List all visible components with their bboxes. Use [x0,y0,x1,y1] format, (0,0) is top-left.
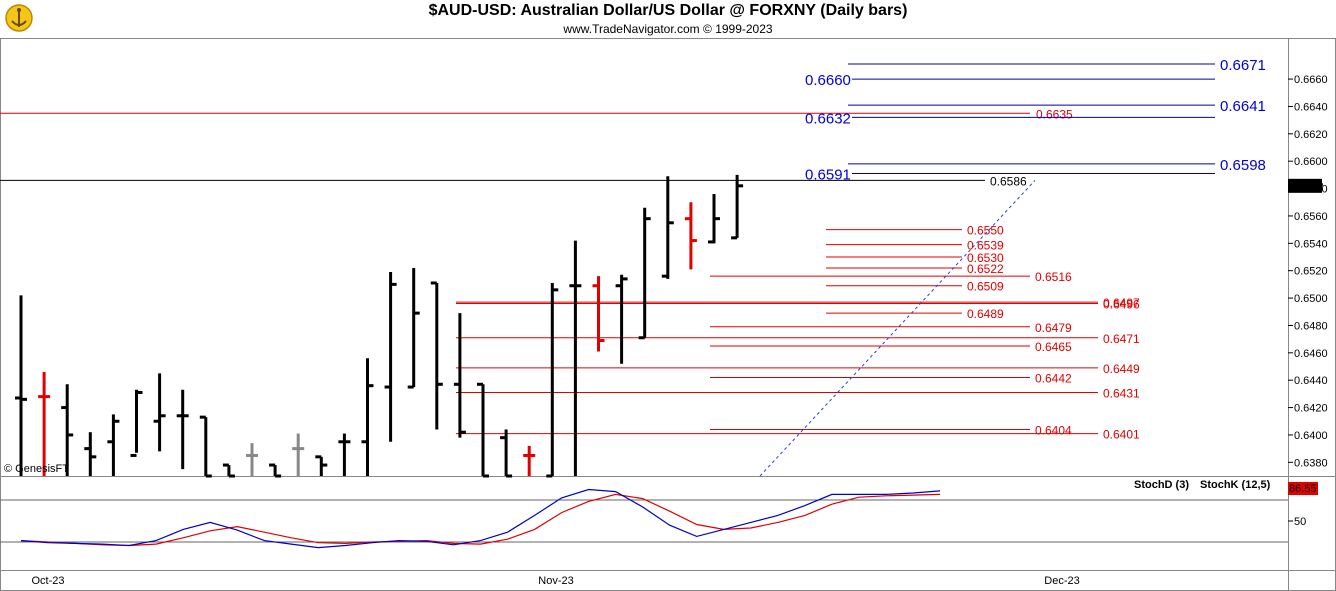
y-tick-label: 0.6500 [1294,293,1328,305]
y-tick-label: 0.6620 [1294,129,1328,141]
fib-retracement-label: 0.6516 [1035,270,1072,284]
fib-extension-label: 0.6671 [1220,57,1266,74]
chart-header: $AUD-USD: Australian Dollar/US Dollar @ … [0,0,1336,38]
y-tick-label: 0.6660 [1294,74,1328,86]
fib-retracement-label: 0.6497 [1103,296,1140,310]
fib-retracement-label: 0.6401 [1103,428,1140,442]
fib-extension-label: 0.6641 [1220,98,1266,115]
watermark-label: © GenesisFT [4,463,69,475]
y-tick-label: 0.6640 [1294,101,1328,113]
stoch-d-legend: StochD (3) [1134,479,1189,491]
fib-retracement-label: 0.6431 [1103,387,1140,401]
x-axis-label: Oct-23 [31,575,64,587]
last-price-label: 0.6582 [1290,181,1324,193]
fib-retracement-label: 0.6509 [967,280,1004,294]
y-tick-label: 0.6420 [1294,403,1328,415]
fib-retracement-label: 0.6550 [967,224,1004,238]
y-tick-label: 0.6400 [1294,430,1328,442]
fib-retracement-label: 0.6496 [1103,298,1140,312]
chart-subtitle: www.TradeNavigator.com © 1999-2023 [563,22,773,36]
y-tick-label: 0.6480 [1294,320,1328,332]
x-axis-label: Dec-23 [1044,575,1079,587]
fib-retracement-label: 0.6442 [1035,371,1072,385]
last-price-marker [1288,178,1322,193]
trade-navigator-logo-icon [4,3,34,33]
fib-retracement-label: 0.6522 [967,262,1004,276]
fib-extension-label: 0.6598 [1220,157,1266,174]
resistance-line-label: 0.6635 [1036,107,1073,121]
fib-retracement-label: 0.6539 [967,239,1004,253]
fib-extension-label: 0.6660 [805,72,851,89]
reference-line-label: 0.6586 [990,174,1027,188]
y-tick-label: 0.6540 [1294,238,1328,250]
y-tick-label: 0.6520 [1294,266,1328,278]
fib-retracement-label: 0.6530 [967,251,1004,265]
y-tick-label: 0.6560 [1294,211,1328,223]
fib-retracement-label: 0.6489 [967,307,1004,321]
fib-retracement-label: 0.6449 [1103,362,1140,376]
stoch-k-legend: StochK (12,5) [1200,479,1271,491]
x-axis-label: Nov-23 [538,575,573,587]
chart-frame [0,38,1336,591]
trend-line-dashed [759,180,1036,477]
stoch-d-line [20,493,941,547]
fib-extension-label: 0.6632 [805,110,851,127]
fib-retracement-label: 0.6465 [1035,340,1072,354]
y-tick-label: 0.6460 [1294,348,1328,360]
y-tick-label: 0.6440 [1294,375,1328,387]
y-tick-label: 0.6600 [1294,156,1328,168]
fib-extension-label: 0.6591 [805,167,851,184]
stoch-value-marker [1288,482,1318,495]
stoch-value-label: 86.55 [1289,483,1317,495]
fib-retracement-label: 0.6471 [1103,332,1140,346]
y-tick-label: 0.6380 [1294,457,1328,469]
stoch-k-line [20,488,941,549]
chart-title: $AUD-USD: Australian Dollar/US Dollar @ … [428,2,908,19]
fib-retracement-label: 0.6404 [1035,423,1072,437]
stoch-y-tick-label: 50 [1294,516,1306,528]
fib-retracement-label: 0.6479 [1035,321,1072,335]
